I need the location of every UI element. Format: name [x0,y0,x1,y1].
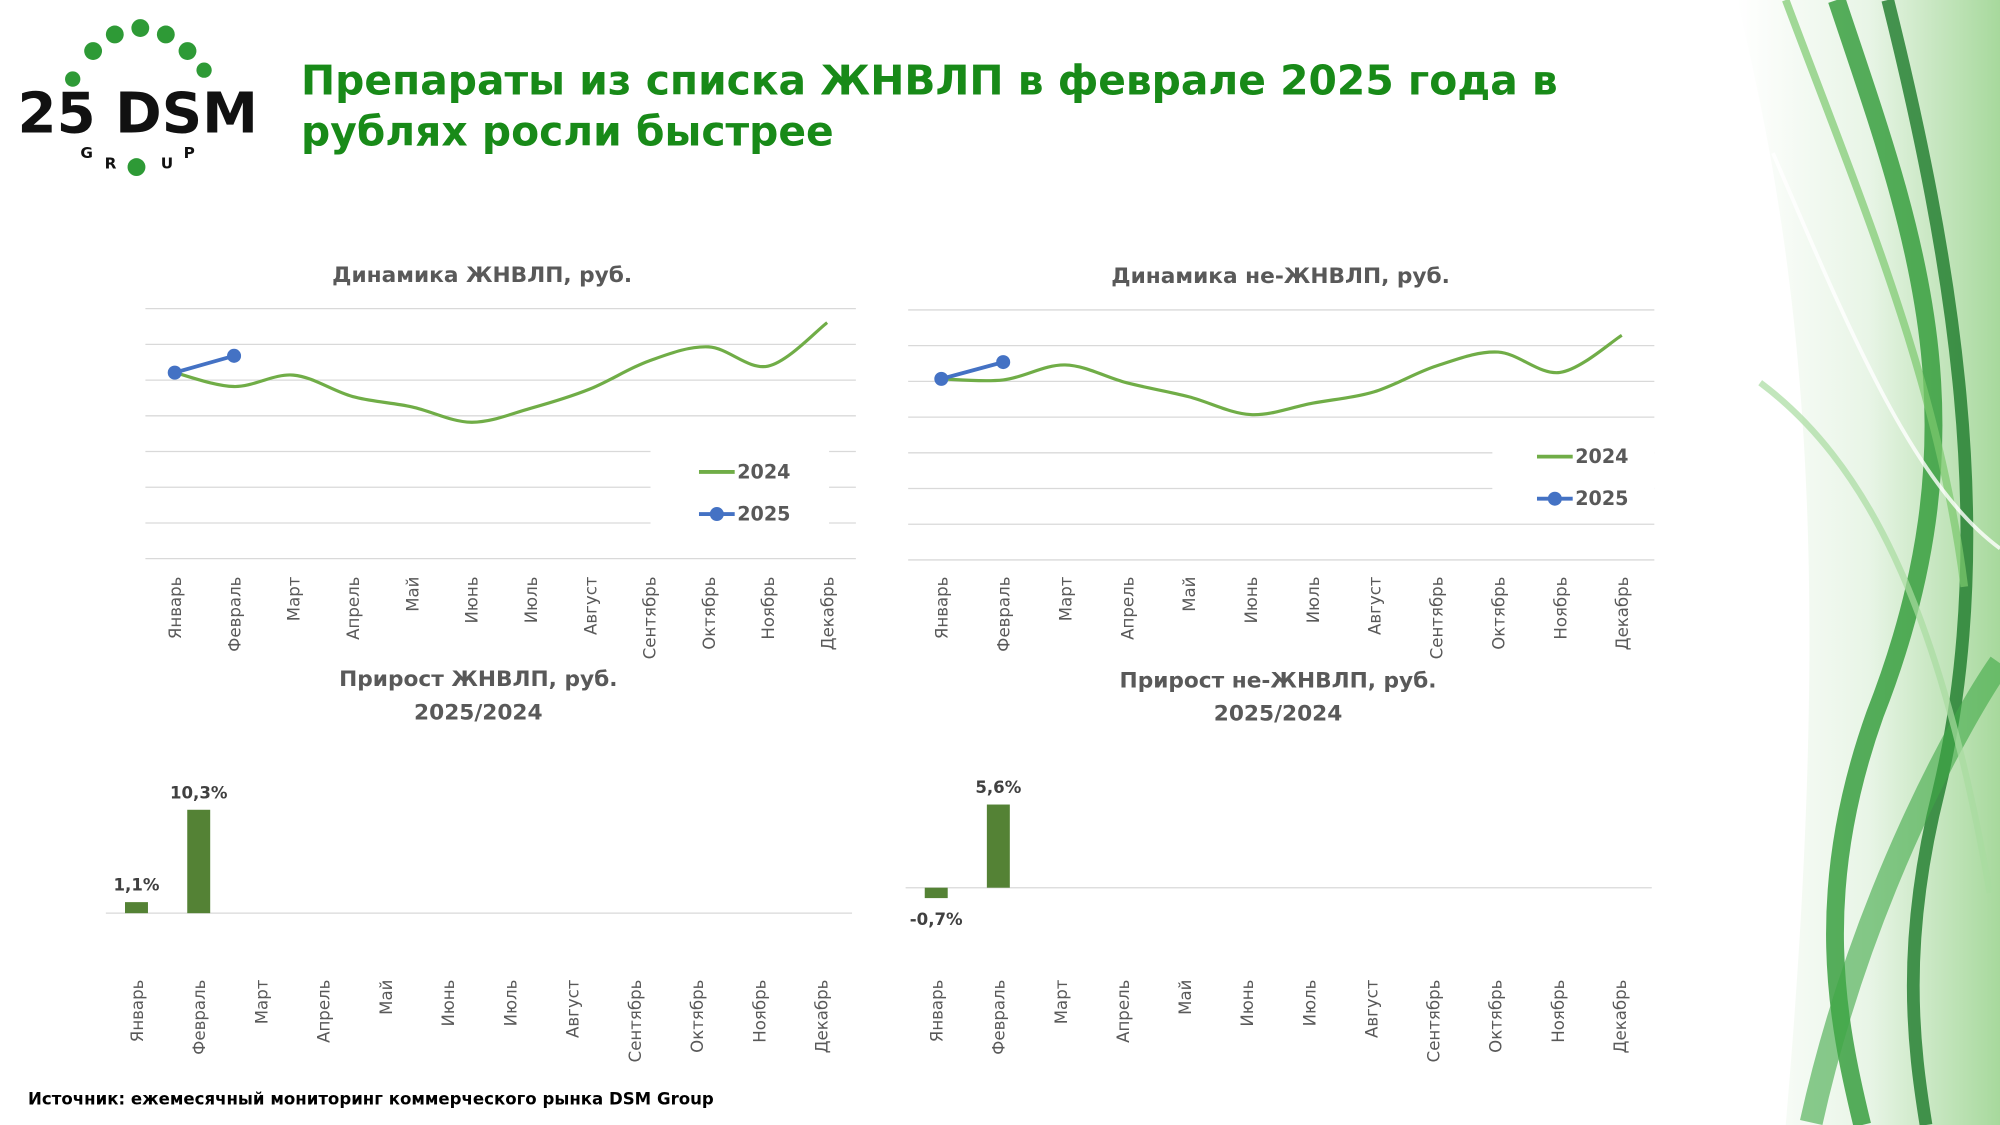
x-tick-label: Июнь [439,980,458,1027]
logo-letter: U [161,154,173,172]
x-tick-label: Сентябрь [1428,577,1447,660]
data-point [996,355,1011,370]
x-tick-label: Апрель [1114,980,1133,1043]
logo-letter: R [105,154,117,172]
x-tick-label: Февраль [190,980,209,1055]
bar [125,902,148,914]
chart-title: Прирост не-ЖНВЛП, руб. [1120,669,1437,694]
x-tick-label: Ноябрь [1549,980,1568,1043]
bar [187,809,211,914]
chart-title: 2025/2024 [1214,702,1343,727]
x-tick-label: Ноябрь [750,980,769,1043]
x-tick-label: Январь [933,577,952,640]
x-tick-label: Декабрь [1613,577,1632,651]
x-tick-label: Август [564,979,583,1038]
data-point [934,371,949,386]
data-label: -0,7% [910,910,963,929]
slide-title: Препараты из списка ЖНВЛП в феврале 2025… [301,56,1558,104]
x-tick-label: Май [1180,577,1199,612]
x-tick-label: Ноябрь [759,577,778,640]
x-tick-label: Июнь [1242,577,1261,624]
legend-background [650,448,830,539]
x-tick-label: Июль [1300,980,1319,1027]
legend-label: 2024 [737,460,790,483]
logo: 25 DSM G R U P [18,19,258,177]
x-tick-label: Май [1176,980,1195,1015]
x-tick-label: Июль [522,577,541,624]
chart: Прирост ЖНВЛП, руб. 2025/2024 Январь Феврал… [105,667,853,1063]
x-tick-label: Сентябрь [1425,980,1444,1063]
x-tick-label: Февраль [990,980,1009,1055]
logo-letter: P [184,144,195,162]
bar [986,804,1010,888]
x-tick-label: Июнь [463,577,482,624]
x-tick-label: Май [377,980,396,1015]
x-tick-label: Июль [501,980,520,1027]
legend-label: 2025 [1575,487,1628,510]
x-tick-label: Сентябрь [626,980,645,1063]
chart: Динамика не-ЖНВЛП, руб. Январь Февраль Март… [908,264,1655,660]
series-line [941,333,1623,417]
x-tick-label: Август [1362,979,1381,1038]
series-line [174,321,829,424]
x-tick-label: Апрель [1118,577,1137,640]
chart: Прирост не-ЖНВЛП, руб. 2025/2024 Январь Фев… [905,669,1652,1063]
x-tick-label: Февраль [225,577,244,652]
chart-title: Динамика ЖНВЛП, руб. [332,263,632,288]
x-tick-label: Август [581,576,600,635]
data-label: 1,1% [113,876,159,895]
x-tick-label: Январь [928,980,947,1043]
logo-text: 25 DSM [18,82,258,147]
logo-letter: G [80,144,93,162]
data-point [167,365,182,380]
chart-title: 2025/2024 [414,700,543,725]
source-note: Источник: ежемесячный мониторинг коммерч… [28,1090,714,1109]
x-tick-label: Май [403,577,422,612]
legend-marker [709,507,724,522]
x-tick-label: Февраль [995,577,1014,652]
x-tick-label: Июнь [1238,980,1257,1027]
x-tick-label: Октябрь [688,980,707,1053]
legend-marker [1547,491,1562,506]
x-tick-label: Март [252,979,271,1024]
chart: Динамика ЖНВЛП, руб. Январь Февраль Март Апр… [145,263,856,660]
legend-background [1492,433,1655,523]
x-tick-label: Декабрь [819,577,838,651]
x-tick-label: Март [285,576,304,621]
chart-title: Динамика не-ЖНВЛП, руб. [1111,264,1450,289]
bar [924,887,948,899]
series-line [174,353,235,375]
legend-label: 2024 [1575,445,1628,468]
x-tick-label: Апрель [344,577,363,640]
x-tick-label: Сентябрь [641,577,660,660]
x-tick-label: Декабрь [813,980,832,1054]
chart-title: Прирост ЖНВЛП, руб. [339,667,617,692]
x-tick-label: Октябрь [1489,577,1508,650]
data-point [227,348,242,363]
data-label: 5,6% [975,778,1021,797]
legend-label: 2025 [737,502,790,525]
x-tick-label: Декабрь [1611,980,1630,1054]
series-line [940,360,1004,381]
x-tick-label: Март [1056,576,1075,621]
x-tick-label: Ноябрь [1551,577,1570,640]
x-tick-label: Январь [166,577,185,640]
x-tick-label: Март [1052,979,1071,1024]
decoration [1737,0,2000,1125]
x-tick-label: Октябрь [1487,980,1506,1053]
x-tick-label: Август [1366,576,1385,635]
x-tick-label: Октябрь [700,577,719,650]
data-label: 10,3% [170,783,228,802]
x-tick-label: Январь [128,980,147,1043]
slide-title: рублях росли быстрее [301,107,834,155]
x-tick-label: Апрель [315,980,334,1043]
x-tick-label: Июль [1304,577,1323,624]
